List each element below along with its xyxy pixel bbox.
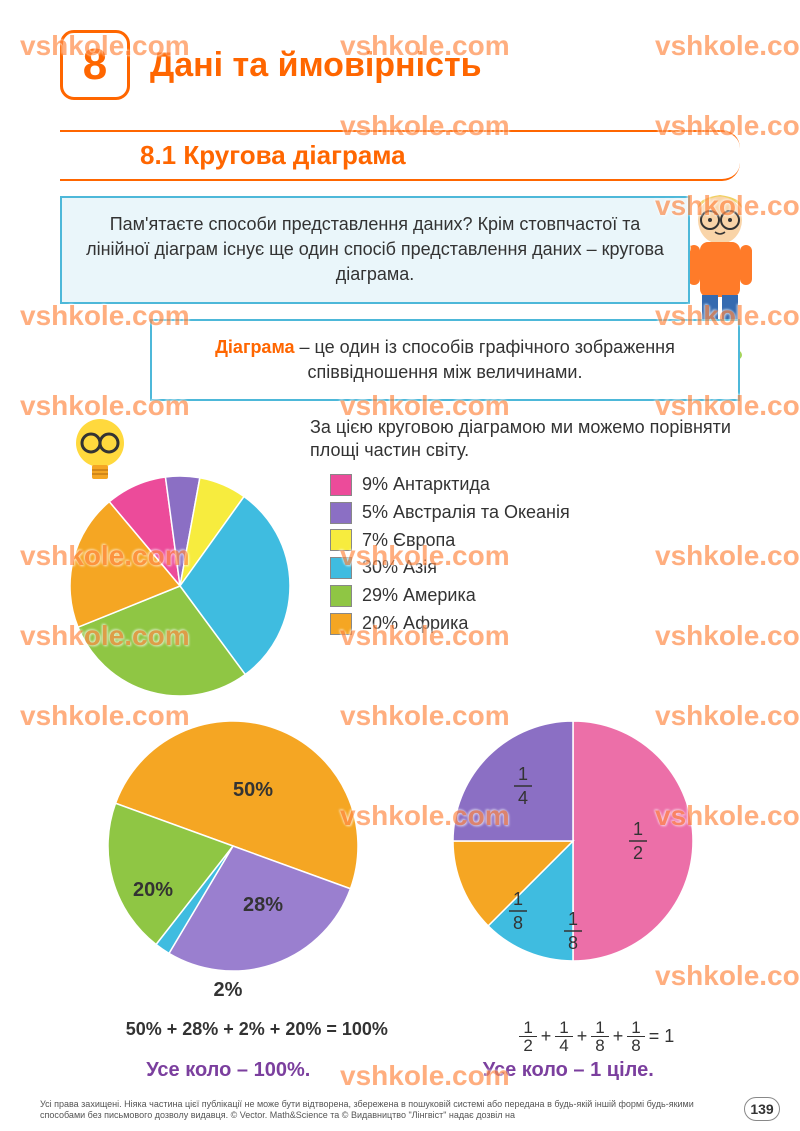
page-number: 139 xyxy=(744,1097,780,1121)
svg-text:1: 1 xyxy=(512,889,522,909)
svg-text:1: 1 xyxy=(632,819,642,839)
fraction: 12 xyxy=(519,1019,536,1054)
legend-label: 20% Африка xyxy=(362,610,468,638)
copyright-footer: Усі права захищені. Ніяка частина цієї п… xyxy=(40,1099,730,1121)
percent-pie-chart: 50% 28% 2% 20% xyxy=(98,716,368,1011)
pie-slice-label: 50% xyxy=(232,779,272,801)
fraction-caption: Усе коло – 1 ціле. xyxy=(483,1059,654,1082)
legend-swatch xyxy=(330,529,352,551)
legend-item: 29% Америка xyxy=(330,582,570,610)
svg-text:8: 8 xyxy=(512,913,522,933)
pie-slice xyxy=(453,721,573,841)
svg-text:2: 2 xyxy=(632,843,642,863)
chapter-title: Дані та ймовірність xyxy=(150,46,482,85)
continents-pie-chart xyxy=(60,471,300,706)
legend-item: 20% Африка xyxy=(330,610,570,638)
legend-item: 9% Антарктида xyxy=(330,471,570,499)
svg-text:4: 4 xyxy=(517,788,527,808)
intro-callout-box: Пам'ятаєте способи представлення даних? … xyxy=(60,196,690,304)
legend-swatch xyxy=(330,585,352,607)
fraction-equation: 12 + 14 + 18 + 18 = 1 xyxy=(519,1019,674,1054)
percent-equation: 50% + 28% + 2% + 20% = 100% xyxy=(126,1019,388,1054)
equations-row: 50% + 28% + 2% + 20% = 100% 12 + 14 + 18… xyxy=(0,1011,800,1054)
pie-slice-label: 20% xyxy=(132,879,172,901)
legend-swatch xyxy=(330,613,352,635)
legend-label: 29% Америка xyxy=(362,582,476,610)
definition-box: Діаграма – це один із способів графічног… xyxy=(150,319,740,401)
continents-legend: 9% Антарктида5% Австралія та Океанія7% Є… xyxy=(330,471,570,638)
legend-item: 5% Австралія та Океанія xyxy=(330,499,570,527)
legend-label: 7% Європа xyxy=(362,527,455,555)
svg-text:8: 8 xyxy=(567,933,577,953)
legend-label: 5% Австралія та Океанія xyxy=(362,499,570,527)
svg-text:1: 1 xyxy=(517,764,527,784)
examples-row: 50% 28% 2% 20% 1 2 1 8 1 8 1 4 xyxy=(0,706,800,1011)
legend-item: 7% Європа xyxy=(330,527,570,555)
svg-text:1: 1 xyxy=(567,909,577,929)
definition-text: – це один із способів графічного зображе… xyxy=(295,337,675,382)
legend-swatch xyxy=(330,474,352,496)
captions-row: Усе коло – 100%. Усе коло – 1 ціле. xyxy=(0,1054,800,1082)
legend-swatch xyxy=(330,557,352,579)
chapter-number-badge: 8 xyxy=(60,30,130,100)
fractions-pie-chart: 1 2 1 8 1 8 1 4 xyxy=(443,716,703,971)
fraction: 18 xyxy=(591,1019,608,1054)
definition-term: Діаграма xyxy=(215,337,294,357)
legend-label: 9% Антарктида xyxy=(362,471,490,499)
pie-slice-label: 28% xyxy=(242,894,282,916)
continents-chart-row: 9% Антарктида5% Австралія та Океанія7% Є… xyxy=(0,471,800,706)
pie-slice-label: 2% xyxy=(213,979,242,1001)
chapter-header: 8 Дані та ймовірність xyxy=(0,0,800,110)
fraction: 18 xyxy=(627,1019,644,1054)
fraction: 14 xyxy=(555,1019,572,1054)
legend-item: 30% Азія xyxy=(330,554,570,582)
legend-label: 30% Азія xyxy=(362,554,437,582)
legend-swatch xyxy=(330,502,352,524)
percent-caption: Усе коло – 100%. xyxy=(146,1059,310,1082)
chart-intro-text: За цією круговою діаграмою ми можемо пор… xyxy=(310,416,740,463)
section-header: 8.1 Кругова діаграма xyxy=(60,130,740,181)
